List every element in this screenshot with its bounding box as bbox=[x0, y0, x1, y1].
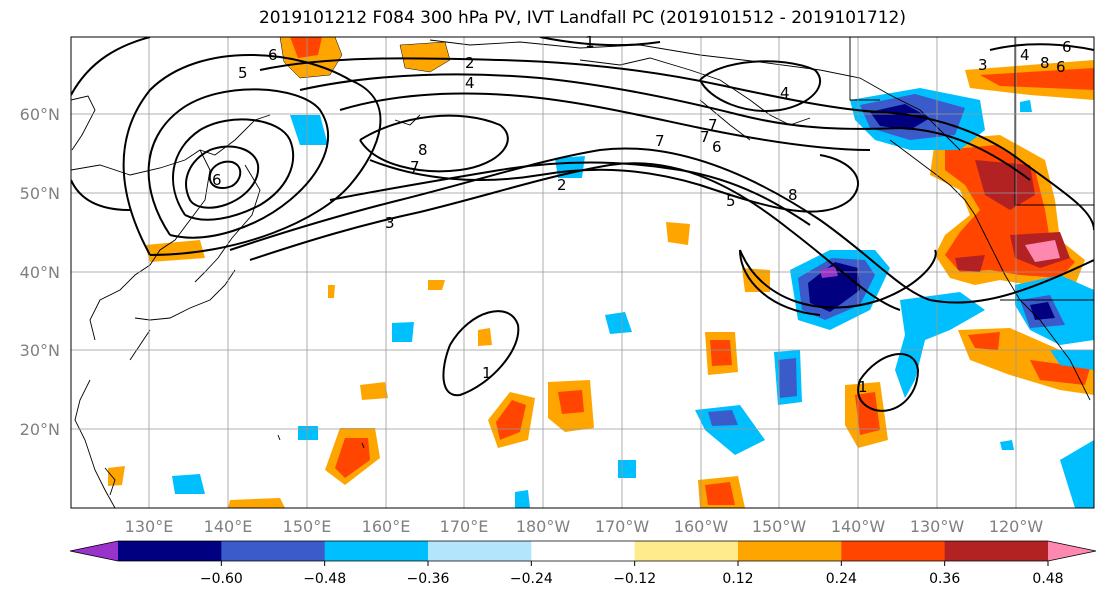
contour-label: 6 bbox=[1056, 58, 1066, 76]
lon-label: 120°W bbox=[989, 517, 1044, 536]
colorbar-segment bbox=[428, 541, 532, 561]
contour-label: 1 bbox=[858, 378, 868, 396]
longitude-labels: 130°E 140°E 150°E 160°E 170°E 180°W 170°… bbox=[125, 517, 1044, 536]
lon-label: 160°E bbox=[362, 517, 411, 536]
lon-label: 140°W bbox=[831, 517, 886, 536]
contour-label: 8 bbox=[1040, 54, 1050, 72]
lon-label: 170°W bbox=[595, 517, 650, 536]
colorbar-min-extension bbox=[70, 541, 118, 561]
negative-anomaly-shading bbox=[172, 88, 1094, 508]
contour-label: 5 bbox=[238, 64, 248, 82]
colorbar-tick-label: 0.48 bbox=[1032, 571, 1063, 587]
contour-label: 6 bbox=[712, 138, 722, 156]
contour-label: 3 bbox=[385, 214, 395, 232]
lon-label: 140°E bbox=[204, 517, 253, 536]
colorbar-segment bbox=[634, 541, 739, 561]
contour-label: 3 bbox=[978, 56, 988, 74]
contour-label: 6 bbox=[212, 171, 222, 189]
colorbar-tick-label: −0.24 bbox=[510, 571, 553, 587]
lon-label: 150°E bbox=[283, 517, 332, 536]
contour-label: 7 bbox=[410, 158, 420, 176]
contour-label: 8 bbox=[418, 141, 428, 159]
colorbar-tick-label: −0.60 bbox=[200, 571, 243, 587]
lon-label: 180°W bbox=[516, 517, 571, 536]
contour-label: 1 bbox=[482, 364, 492, 382]
colorbar-tick-label: 0.24 bbox=[826, 571, 857, 587]
lat-label: 50°N bbox=[20, 184, 60, 203]
latitude-labels: 60°N 50°N 40°N 30°N 20°N bbox=[20, 105, 60, 439]
colorbar-segment bbox=[738, 541, 842, 561]
map-frame bbox=[70, 36, 1095, 509]
contour-label: 7 bbox=[700, 128, 710, 146]
colorbar-outline bbox=[69, 540, 1097, 562]
contour-label: 7 bbox=[655, 132, 665, 150]
colorbar-tick-label: −0.48 bbox=[303, 571, 346, 587]
map-title: 2019101212 F084 300 hPa PV, IVT Landfall… bbox=[258, 8, 906, 28]
contour-label: 2 bbox=[465, 54, 475, 72]
contour-label: 8 bbox=[788, 186, 798, 204]
lon-label: 130°W bbox=[910, 517, 965, 536]
colorbar-segment bbox=[324, 541, 429, 561]
contour-label: 6 bbox=[1062, 38, 1072, 56]
colorbar: −0.60 −0.48 −0.36 −0.24 −0.12 0.12 0.24 0.36 0.4… bbox=[69, 540, 1097, 587]
colorbar-segment bbox=[531, 541, 636, 561]
lon-label: 160°W bbox=[674, 517, 729, 536]
contour-label: 4 bbox=[465, 74, 475, 92]
colorbar-segment bbox=[118, 541, 222, 561]
contour-label: 7 bbox=[708, 116, 718, 134]
contour-label: 2 bbox=[557, 176, 567, 194]
contour-label: 4 bbox=[780, 84, 790, 102]
positive-anomaly-shading bbox=[108, 37, 1094, 508]
gridlines bbox=[71, 37, 1094, 508]
colorbar-segment bbox=[944, 541, 1049, 561]
lat-label: 20°N bbox=[20, 420, 60, 439]
colorbar-tick-label: 0.36 bbox=[929, 571, 960, 587]
lat-label: 60°N bbox=[20, 105, 60, 124]
lon-label: 170°E bbox=[440, 517, 489, 536]
colorbar-tick-label: −0.12 bbox=[613, 571, 656, 587]
colorbar-max-extension bbox=[1048, 541, 1096, 561]
lat-label: 30°N bbox=[20, 341, 60, 360]
colorbar-tick-label: 0.12 bbox=[722, 571, 753, 587]
contour-labels: 6 5 1 2 4 8 7 6 6 7 3 2 4 7 8 6 7 5 8 3 … bbox=[212, 33, 1072, 396]
colorbar-segment bbox=[221, 541, 326, 561]
contour-label: 6 bbox=[268, 46, 278, 64]
pv-contours bbox=[71, 37, 1094, 412]
contour-label: 4 bbox=[1020, 46, 1030, 64]
colorbar-tick-label: −0.36 bbox=[407, 571, 450, 587]
lon-label: 130°E bbox=[125, 517, 174, 536]
lon-label: 150°W bbox=[752, 517, 807, 536]
contour-label: 5 bbox=[726, 192, 736, 210]
lat-label: 40°N bbox=[20, 263, 60, 282]
contour-label: 1 bbox=[585, 33, 595, 51]
colorbar-segment bbox=[841, 541, 946, 561]
